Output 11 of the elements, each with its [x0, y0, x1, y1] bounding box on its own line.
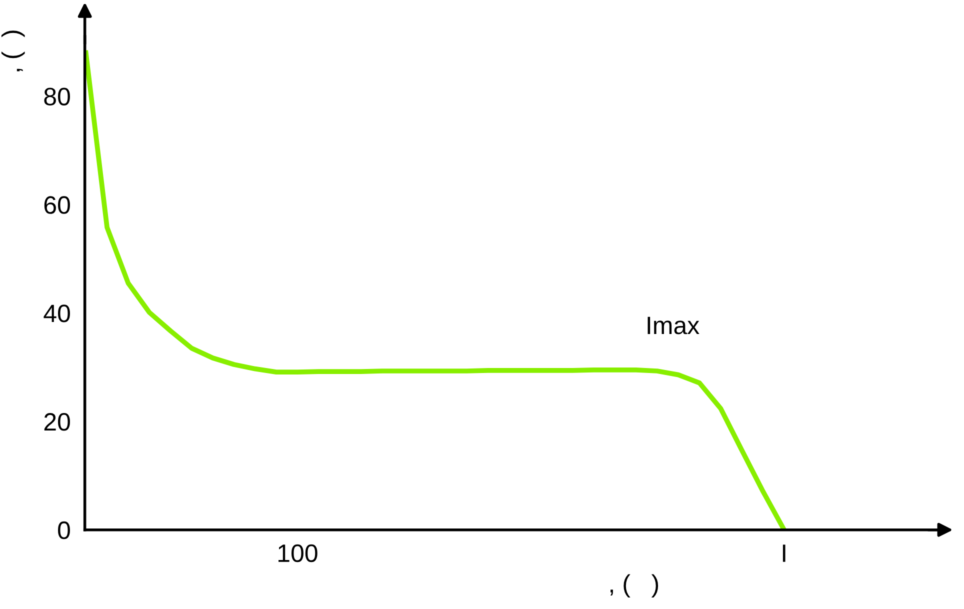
- y-tick-label: 0: [58, 521, 70, 540]
- y-tick-label: 40: [44, 304, 70, 322]
- y-tick-label: 60: [44, 196, 70, 214]
- x-tick-label: 100: [278, 544, 318, 562]
- annotation: Imax: [648, 316, 700, 334]
- y-tick-label: 80: [44, 88, 70, 106]
- y-tick-label: 20: [44, 413, 70, 431]
- y-axis-title: , ( ): [1, 30, 25, 72]
- x-tick-label: I: [782, 544, 786, 562]
- line-series: [84, 50, 787, 530]
- x-axis-title: , ( ): [610, 574, 658, 598]
